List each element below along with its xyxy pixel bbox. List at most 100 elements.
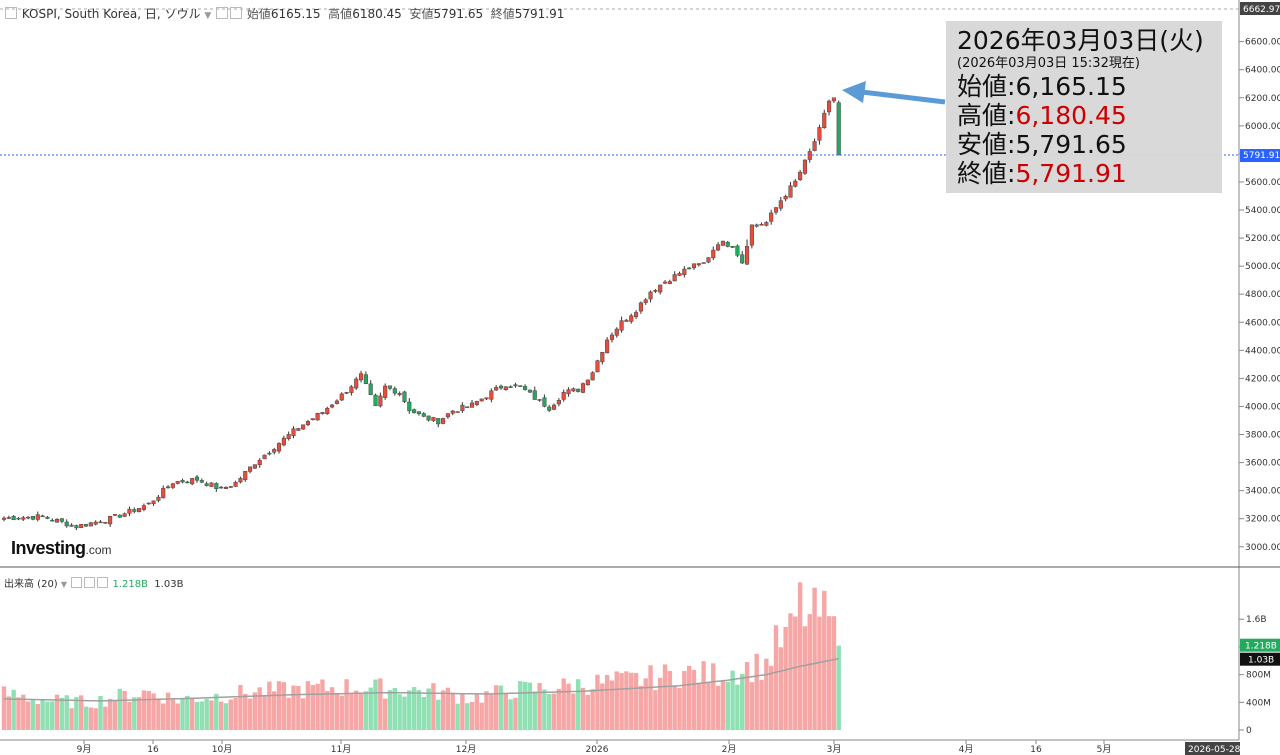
candle-body — [605, 339, 610, 354]
candle-body — [614, 328, 619, 336]
volume-bar — [440, 690, 446, 730]
candle-body — [151, 500, 156, 504]
volume-bar — [561, 678, 566, 730]
volume-bar — [25, 701, 31, 730]
volume-bar — [411, 687, 417, 730]
volume-bar — [349, 693, 354, 730]
time-tick-label: 16 — [1030, 745, 1042, 755]
volume-bar — [701, 661, 706, 730]
volume-bar — [40, 699, 45, 730]
candle-body — [50, 519, 55, 522]
candle-body — [103, 522, 108, 524]
volume-bar — [185, 695, 190, 730]
last-price-badge: 5791.91 — [1243, 151, 1280, 161]
volume-bar — [498, 685, 504, 730]
volume-bar — [551, 693, 557, 730]
close-icon[interactable] — [97, 577, 109, 588]
volume-bar — [711, 663, 716, 730]
info-open-label: 始値 — [957, 72, 1008, 101]
volume-bar — [749, 682, 755, 730]
candle-body — [827, 100, 832, 113]
candle-body — [243, 471, 248, 481]
volume-bar — [595, 674, 600, 730]
candle-body — [773, 207, 779, 213]
volume-bar — [580, 687, 586, 730]
volume-bar — [431, 683, 436, 730]
volume-bar — [609, 680, 615, 730]
volume-bar — [11, 689, 16, 730]
volume-bar — [672, 686, 677, 730]
price-tick-label: 4000.00 — [1245, 402, 1280, 412]
volume-bar — [363, 691, 369, 730]
candle-body — [498, 385, 504, 389]
volume-bar — [778, 647, 784, 730]
volume-bar — [469, 702, 475, 730]
collapse-icon[interactable] — [5, 7, 17, 19]
candle-body — [812, 141, 817, 151]
volume-legend: 出来高 (20) ▼ 1.218B 1.03B — [4, 575, 183, 590]
volume-bar — [532, 691, 537, 730]
eye-icon[interactable] — [71, 577, 83, 588]
price-tick-label: 3600.00 — [1245, 459, 1280, 469]
volume-bar — [730, 670, 735, 730]
volume-bar — [677, 687, 682, 730]
volume-tick-label: 1.6B — [1246, 615, 1267, 625]
candle-body — [484, 397, 489, 400]
volume-bar — [537, 682, 542, 730]
candle-body — [566, 389, 571, 395]
info-low-value: 5,791.65 — [1015, 130, 1127, 159]
price-tick-label: 3000.00 — [1245, 543, 1280, 553]
candle-body — [706, 257, 711, 263]
candle-body — [561, 391, 566, 400]
volume-bar — [305, 681, 311, 730]
candle-body — [479, 398, 484, 402]
candle-body — [122, 513, 127, 517]
time-tick-label: 16 — [147, 745, 159, 755]
time-tick-label: 11月 — [331, 744, 351, 755]
candle-body — [137, 508, 142, 513]
volume-legend-value: 1.218B — [112, 579, 148, 590]
chevron-down-icon[interactable]: ▼ — [204, 11, 212, 21]
candle-body — [387, 385, 393, 389]
candle-body — [503, 386, 508, 391]
volume-bar — [291, 685, 296, 730]
candle-body — [436, 418, 441, 425]
volume-bar — [614, 671, 619, 730]
candle-body — [55, 518, 60, 523]
volume-bar — [547, 694, 552, 730]
volume-bar — [382, 698, 388, 730]
settings-icon[interactable] — [230, 7, 243, 19]
candle-body — [21, 517, 26, 520]
volume-bar — [170, 698, 176, 730]
candle-body — [301, 424, 306, 430]
volume-bar — [474, 694, 480, 730]
candle-body — [677, 273, 682, 276]
candle-body — [190, 478, 195, 485]
volume-bar — [793, 616, 798, 730]
candle-body — [175, 481, 180, 484]
volume-bar — [686, 665, 692, 730]
chevron-down-icon[interactable]: ▼ — [60, 580, 68, 589]
candle-body — [421, 413, 426, 417]
candle-body — [754, 224, 759, 227]
candle-body — [691, 263, 697, 269]
volume-bar — [151, 693, 156, 730]
volume-bar — [759, 679, 764, 730]
info-low-label: 安値 — [957, 130, 1008, 159]
candle-body — [556, 400, 561, 405]
candle-body — [339, 393, 344, 401]
time-tick-label: 12月 — [456, 744, 476, 755]
candle-body — [532, 390, 537, 400]
volume-bar — [21, 694, 26, 730]
eye-icon[interactable] — [216, 7, 229, 19]
volume-bar — [445, 687, 451, 730]
settings-icon[interactable] — [84, 577, 96, 588]
volume-bar — [508, 699, 513, 730]
logo-main: Investing — [11, 538, 86, 558]
candle-body — [325, 407, 330, 414]
volume-bar — [715, 685, 721, 730]
price-tick-label: 5400.00 — [1245, 206, 1280, 216]
candle-body — [248, 466, 253, 472]
